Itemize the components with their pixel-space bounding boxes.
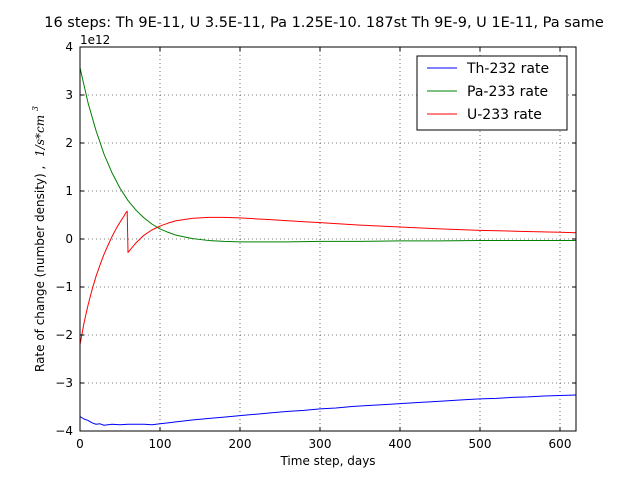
x-axis-label: Time step, days [279,454,375,468]
legend-label-th-232: Th-232 rate [466,61,549,77]
x-tick-label: 500 [469,437,492,451]
series-lines [79,67,577,426]
x-tick-label: 100 [149,437,172,451]
axis-ticks: 0 100 200 300 400 500 600 −4 −3 −2 −1 0 1 2 3 4 [55,40,576,451]
series-line-u-233-rate [79,210,577,345]
legend: Th-232 rate Pa-233 rate U-233 rate [416,55,568,131]
series-line-pa-233-rate [79,67,576,243]
legend-label-pa-233: Pa-233 rate [467,84,548,100]
y-tick-label: 0 [65,232,73,246]
x-tick-label: 600 [549,437,572,451]
y-tick-label: −4 [55,424,73,438]
x-tick-label: 300 [309,437,332,451]
y-axis-label-unit: 1/s*cm [33,115,47,157]
y-axis-label-main: Rate of change (number density) , [33,166,47,372]
y-axis-label: Rate of change (number density) , 1/s*cm… [31,106,47,372]
y-tick-label: 2 [65,136,73,150]
y-tick-label: −1 [55,280,73,294]
y-tick-label: −3 [55,376,73,390]
x-tick-label: 0 [76,437,84,451]
chart-title: 16 steps: Th 9E-11, U 3.5E-11, Pa 1.25E-… [44,15,604,31]
y-axis-label-unit-exp: 3 [31,106,40,111]
y-tick-label: 4 [65,40,73,54]
y-tick-label: 1 [65,184,73,198]
x-tick-label: 400 [389,437,412,451]
series-line-th-232-rate [79,394,577,426]
grid-lines [80,47,576,431]
y-tick-label: −2 [55,328,73,342]
y-offset-label: 1e12 [80,33,110,47]
x-tick-label: 200 [229,437,252,451]
y-tick-label: 3 [65,88,73,102]
legend-label-u-233: U-233 rate [467,107,542,123]
